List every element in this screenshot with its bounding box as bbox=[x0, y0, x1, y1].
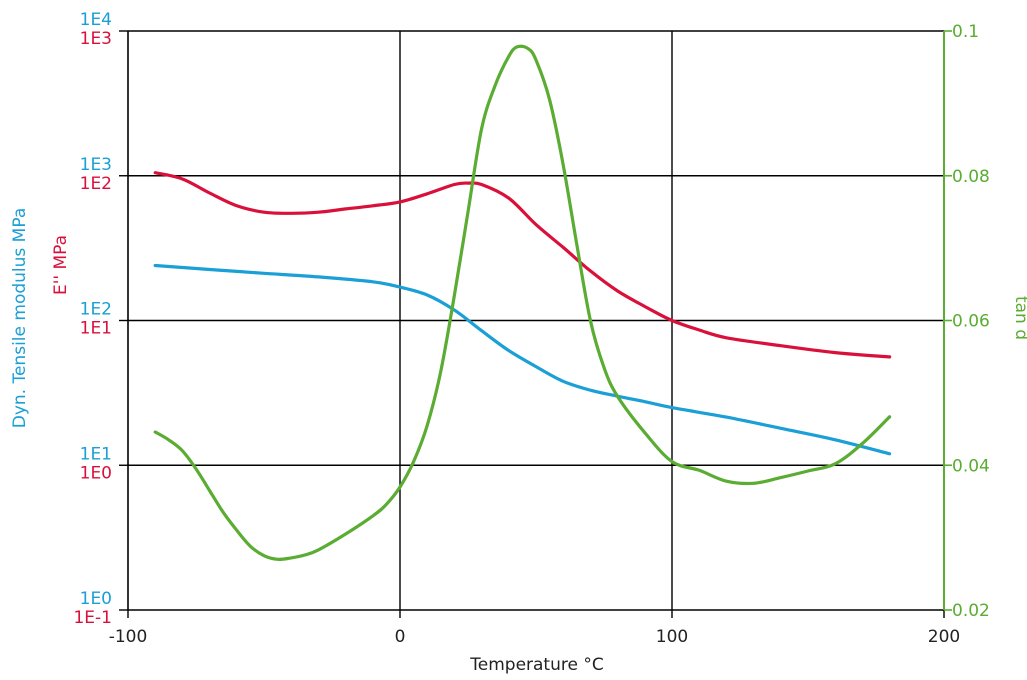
y2-tick-label-tan-d: 0.1 bbox=[952, 22, 979, 42]
y-tick-label-loss: 1E1 bbox=[80, 319, 112, 339]
y2-tick-label-tan-d: 0.02 bbox=[952, 601, 990, 621]
x-tick-label: 0 bbox=[395, 627, 406, 647]
y-axis-title-modulus: Dyn. Tensile modulus MPa bbox=[10, 208, 30, 429]
y2-tick-label-tan-d: 0.04 bbox=[952, 456, 990, 476]
y2-axis-title-tan-d: tan d bbox=[1011, 296, 1027, 340]
series-line-modulus bbox=[153, 263, 892, 456]
x-tick-label: 100 bbox=[656, 627, 688, 647]
y-tick-label-modulus: 1E4 bbox=[80, 10, 112, 30]
y-tick-label-loss: 1E3 bbox=[80, 29, 112, 49]
y-axis-title-loss: E'' MPa bbox=[51, 235, 71, 295]
y-tick-label-loss: 1E-1 bbox=[73, 608, 112, 628]
x-tick-label: 200 bbox=[928, 627, 960, 647]
series-line-loss bbox=[153, 171, 892, 359]
y-tick-label-modulus: 1E0 bbox=[80, 589, 112, 609]
y-tick-label-modulus: 1E1 bbox=[80, 444, 112, 464]
series-line-tan-d bbox=[153, 44, 892, 561]
y-tick-label-loss: 1E0 bbox=[80, 463, 112, 483]
plot-frame bbox=[119, 30, 952, 618]
y-tick-label-modulus: 1E3 bbox=[80, 155, 112, 175]
x-tick-label: -100 bbox=[109, 627, 148, 647]
tick-labels: -100 0 100 2001E01E11E21E31E41E-11E01E11E21… bbox=[73, 10, 989, 647]
grid-lines bbox=[128, 31, 944, 610]
y2-tick-label-tan-d: 0.06 bbox=[952, 312, 990, 332]
y-tick-label-modulus: 1E2 bbox=[80, 300, 112, 320]
y-tick-label-loss: 1E2 bbox=[80, 174, 112, 194]
x-axis-title: Temperature °C bbox=[469, 655, 603, 675]
y2-tick-label-tan-d: 0.08 bbox=[952, 167, 990, 187]
series-layer bbox=[153, 44, 892, 561]
